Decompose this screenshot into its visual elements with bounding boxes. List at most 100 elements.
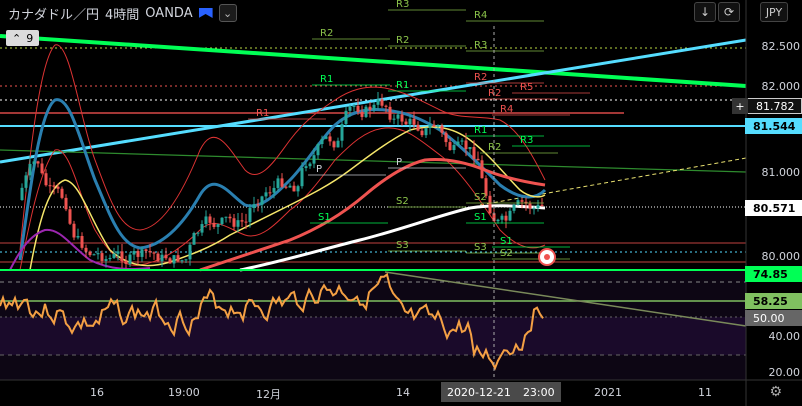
trendline-thin-green[interactable] [0,149,747,173]
pivot-label: P [396,157,402,168]
candle-body [140,249,144,257]
candle-body [304,166,308,169]
candle-body [232,218,236,227]
price-tag-current: 80.571 [745,200,802,216]
crosshair-date-tag: 2020-12-21 23:00 [441,382,561,402]
candle-body [440,125,444,133]
gear-icon[interactable]: ⚙ [769,384,782,400]
candle-body [216,224,220,227]
rsi-tag-value: 58.25 [745,293,802,309]
rsi-trendline[interactable] [384,271,747,327]
candle-body [100,253,104,261]
pivot-label: S2 [396,196,409,207]
time-tick: 16 [90,386,104,399]
candle-body [300,168,304,187]
pivot-label: P [316,164,322,175]
candle-body [236,220,240,227]
candle-body [508,210,512,221]
candle-body [308,163,312,167]
candle-body [220,217,224,225]
candle-body [400,114,404,122]
candle-body [492,213,496,222]
pivot-label: R1 [256,108,269,119]
time-tick: 19:00 [168,386,200,399]
pivot-label: R1 [474,125,487,136]
band-upper [19,44,546,251]
candle-body [320,138,324,144]
price-tick: 82.000 [761,80,801,93]
trendline-green[interactable] [0,34,747,88]
candle-body [104,259,108,261]
candle-body [344,110,348,125]
candle-body [32,161,36,165]
candle-body [476,158,480,161]
candle-body [184,259,188,261]
candle-body [76,236,80,238]
candle-body [112,253,116,258]
pivot-label: R1 [320,74,333,85]
candle-body [120,251,124,261]
indicators-toggle[interactable]: ⌃ 9 [6,30,40,46]
rsi-tag-upper: 74.85 [745,266,802,282]
candle-body [272,187,276,193]
candle-body [156,253,160,262]
candle-body [408,118,412,125]
plus-icon[interactable]: + [732,98,748,114]
rsi-tag-mid: 50.00 [745,310,802,326]
rsi-line [0,272,544,371]
alert-marker-dot [544,254,550,260]
time-tick: 2021 [594,386,622,399]
price-tick: 82.500 [761,40,801,53]
candle-body [192,233,196,245]
candle-body [496,219,500,222]
candle-body [24,175,28,188]
price-tag-upper: + 81.782 [732,98,802,114]
candle-body [360,111,364,117]
candle-body [252,204,256,209]
candle-body [28,164,32,176]
candle-body [248,208,252,222]
candle-body [512,204,516,211]
chart-header: カナダドル／円 4時間 OANDA ⌄ [0,0,237,26]
symbol-name[interactable]: カナダドル／円 [8,7,100,23]
pivot-label: S2 [500,248,513,259]
candle-body [188,244,192,260]
candle-body [468,147,472,150]
candle-body [520,200,524,202]
interval-label[interactable]: 4時間 [105,7,140,23]
candle-body [124,260,128,264]
broker-label: OANDA [145,5,193,21]
rsi-tick: 40.00 [768,330,801,343]
candle-body [224,216,228,218]
candle-body [292,185,296,192]
candle-body [268,192,272,194]
pivot-label: S1 [500,236,513,247]
candle-body [200,224,204,233]
trendline-cyan[interactable] [0,38,747,164]
candle-body [204,216,208,225]
candle-body [168,258,172,264]
indicator-count: 9 [26,31,34,45]
candle-body [404,121,408,125]
candle-body [80,236,84,248]
band-basis [18,98,547,261]
candle-body [340,124,344,141]
currency-button[interactable]: JPY [760,2,788,22]
candle-body [392,118,396,120]
chevron-down-icon[interactable]: ⌄ [218,4,237,22]
rsi-tick: 20.00 [768,366,801,379]
candlestick-series [20,92,544,269]
candle-body [436,125,440,127]
candle-body [540,204,544,206]
ma-purple [9,228,151,271]
candle-body [420,130,424,136]
candle-body [256,204,260,206]
candle-body [60,188,64,198]
candle-body [480,160,484,179]
arrow-down-icon[interactable]: ↓ [694,2,716,22]
screenshot-icon[interactable]: ⟳ [718,2,740,22]
candle-body [164,254,168,259]
